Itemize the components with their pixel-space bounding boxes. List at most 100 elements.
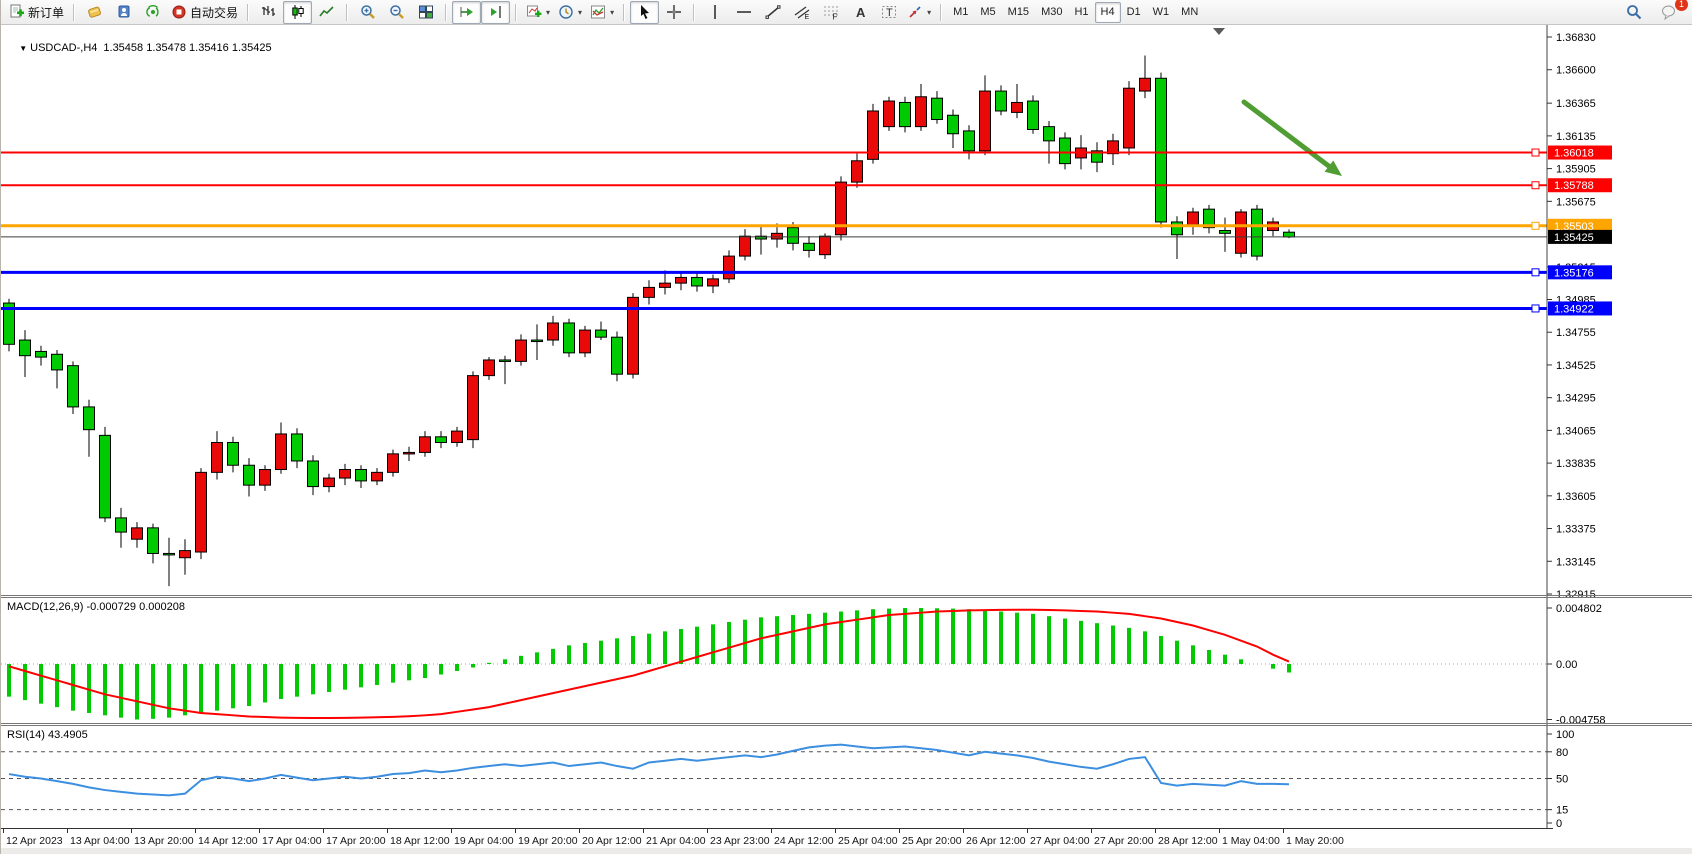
- time-axis-label: 13 Apr 04:00: [70, 835, 130, 847]
- time-axis-tick: [1219, 829, 1220, 833]
- candle: [259, 465, 271, 491]
- chat-button[interactable]: 1: [1654, 0, 1688, 24]
- candle: [739, 229, 751, 261]
- toolbar-group: 自动交易: [80, 1, 242, 24]
- candle: [99, 426, 111, 523]
- timeframe-m15-button[interactable]: M15: [1007, 6, 1030, 18]
- chevron-down-icon[interactable]: ▾: [578, 7, 583, 17]
- line-handle[interactable]: [1531, 304, 1540, 313]
- arrows-button[interactable]: ▾: [903, 1, 935, 24]
- line-handle[interactable]: [1531, 221, 1540, 230]
- horizontal-level-line[interactable]: [1, 221, 1547, 230]
- clock-icon: [559, 5, 573, 19]
- tile-windows-button[interactable]: [411, 1, 440, 24]
- candle: [979, 75, 991, 156]
- templates-button[interactable]: ▾: [586, 1, 618, 24]
- arrow-annotation[interactable]: [1241, 99, 1342, 176]
- macd-panel[interactable]: 0.004802 0.00 -0.004758: [1, 597, 1692, 726]
- time-axis-label: 20 Apr 12:00: [582, 835, 642, 847]
- time-axis-tick: [387, 829, 388, 833]
- chart-collapse-icon[interactable]: ▼: [19, 44, 28, 53]
- svg-text:1.35176: 1.35176: [1554, 267, 1594, 279]
- timeframe-m1-button[interactable]: M1: [953, 6, 969, 18]
- bar-chart-button[interactable]: [254, 1, 283, 24]
- candle: [163, 537, 175, 587]
- candle: [323, 473, 335, 493]
- timeframe-h1-button[interactable]: H1: [1074, 6, 1089, 18]
- svg-text:T: T: [886, 7, 893, 19]
- timeframe-w1-button[interactable]: W1: [1152, 6, 1170, 18]
- fibonacci-button[interactable]: F: [816, 1, 845, 24]
- autotrading-label: 自动交易: [190, 5, 239, 20]
- chevron-down-icon[interactable]: ▾: [546, 7, 551, 17]
- horizontal-level-line[interactable]: [1, 181, 1547, 190]
- toolbar-separator: [940, 3, 943, 21]
- horizontal-level-line[interactable]: [1, 148, 1547, 157]
- auto-scroll-button[interactable]: [452, 0, 482, 24]
- time-axis-label: 19 Apr 04:00: [454, 835, 514, 847]
- periods-button[interactable]: ▾: [554, 1, 586, 24]
- timeframe-d1-button[interactable]: D1: [1126, 6, 1141, 18]
- time-axis-tick: [67, 829, 68, 833]
- svg-text:1.35503: 1.35503: [1554, 221, 1594, 233]
- cursor-button[interactable]: [630, 0, 660, 24]
- toolbar-right: 1: [1619, 0, 1689, 24]
- line-handle[interactable]: [1531, 181, 1540, 190]
- time-axis-label: 12 Apr 2023: [6, 835, 63, 847]
- metaeditor-button[interactable]: [80, 1, 109, 24]
- zoom-out-button[interactable]: [382, 1, 411, 24]
- timeframe-m5-button[interactable]: M5: [980, 6, 996, 18]
- candlestick-icon: [291, 5, 304, 19]
- line-chart-button[interactable]: [312, 1, 341, 24]
- timeframe-mn-button[interactable]: MN: [1181, 6, 1199, 18]
- indicators-button[interactable]: ▾: [522, 1, 554, 24]
- candle: [771, 223, 783, 248]
- candle: [67, 361, 79, 415]
- candle: [899, 96, 911, 133]
- autotrading-button[interactable]: 自动交易: [167, 1, 242, 24]
- horizontal-level-line[interactable]: [1, 268, 1547, 277]
- timeframe-h4-button[interactable]: H4: [1094, 1, 1121, 23]
- candle: [115, 507, 127, 548]
- zoom-in-button[interactable]: [353, 1, 382, 24]
- price-level-badge: 1.36018: [1548, 145, 1612, 160]
- candle: [867, 103, 879, 164]
- rsi-line: [8, 743, 1290, 797]
- toolbar-separator: [515, 3, 518, 21]
- timeframe-m30-button[interactable]: M30: [1041, 6, 1063, 18]
- horizontal-line-button[interactable]: [729, 1, 758, 24]
- trendline-button[interactable]: [758, 1, 787, 24]
- vertical-line-button[interactable]: [700, 1, 729, 24]
- equidistant-channel-button[interactable]: E: [787, 1, 816, 24]
- line-handle[interactable]: [1531, 148, 1540, 157]
- search-button[interactable]: [1619, 1, 1648, 24]
- candle: [611, 331, 623, 382]
- price-level-badge: 1.35503: [1548, 218, 1612, 233]
- candle: [835, 176, 847, 241]
- candle: [931, 91, 943, 124]
- text-label-button[interactable]: T: [874, 1, 903, 24]
- signals-button[interactable]: [138, 1, 167, 24]
- rsi-panel[interactable]: 100 80 50 15 0: [1, 725, 1692, 830]
- time-axis-tick: [963, 829, 964, 833]
- line-handle[interactable]: [1531, 268, 1540, 277]
- chevron-down-icon[interactable]: ▾: [927, 7, 932, 17]
- new-order-button[interactable]: 新订单: [5, 1, 68, 24]
- community-button[interactable]: [109, 1, 138, 24]
- toolbar-group: 新订单: [5, 1, 68, 24]
- candle: [947, 109, 959, 148]
- candle: [387, 449, 399, 477]
- chart-shift-marker[interactable]: [1213, 28, 1225, 35]
- candle: [179, 539, 191, 575]
- candlestick-chart-button[interactable]: [283, 0, 313, 24]
- text-button[interactable]: A: [845, 1, 874, 24]
- zoom-out-icon: [389, 5, 404, 19]
- crosshair-button[interactable]: [659, 1, 688, 24]
- price-axis-tick: 1.34755: [1556, 327, 1596, 339]
- chevron-down-icon[interactable]: ▾: [610, 7, 615, 17]
- horizontal-level-line[interactable]: [1, 304, 1547, 313]
- chart-shift-button[interactable]: [481, 0, 511, 24]
- candle: [627, 293, 639, 379]
- price-chart-panel[interactable]: 1.36830 1.36600 1.36365 1.36135 1.35905 1.356…: [1, 25, 1692, 601]
- svg-text:1.35788: 1.35788: [1554, 180, 1594, 192]
